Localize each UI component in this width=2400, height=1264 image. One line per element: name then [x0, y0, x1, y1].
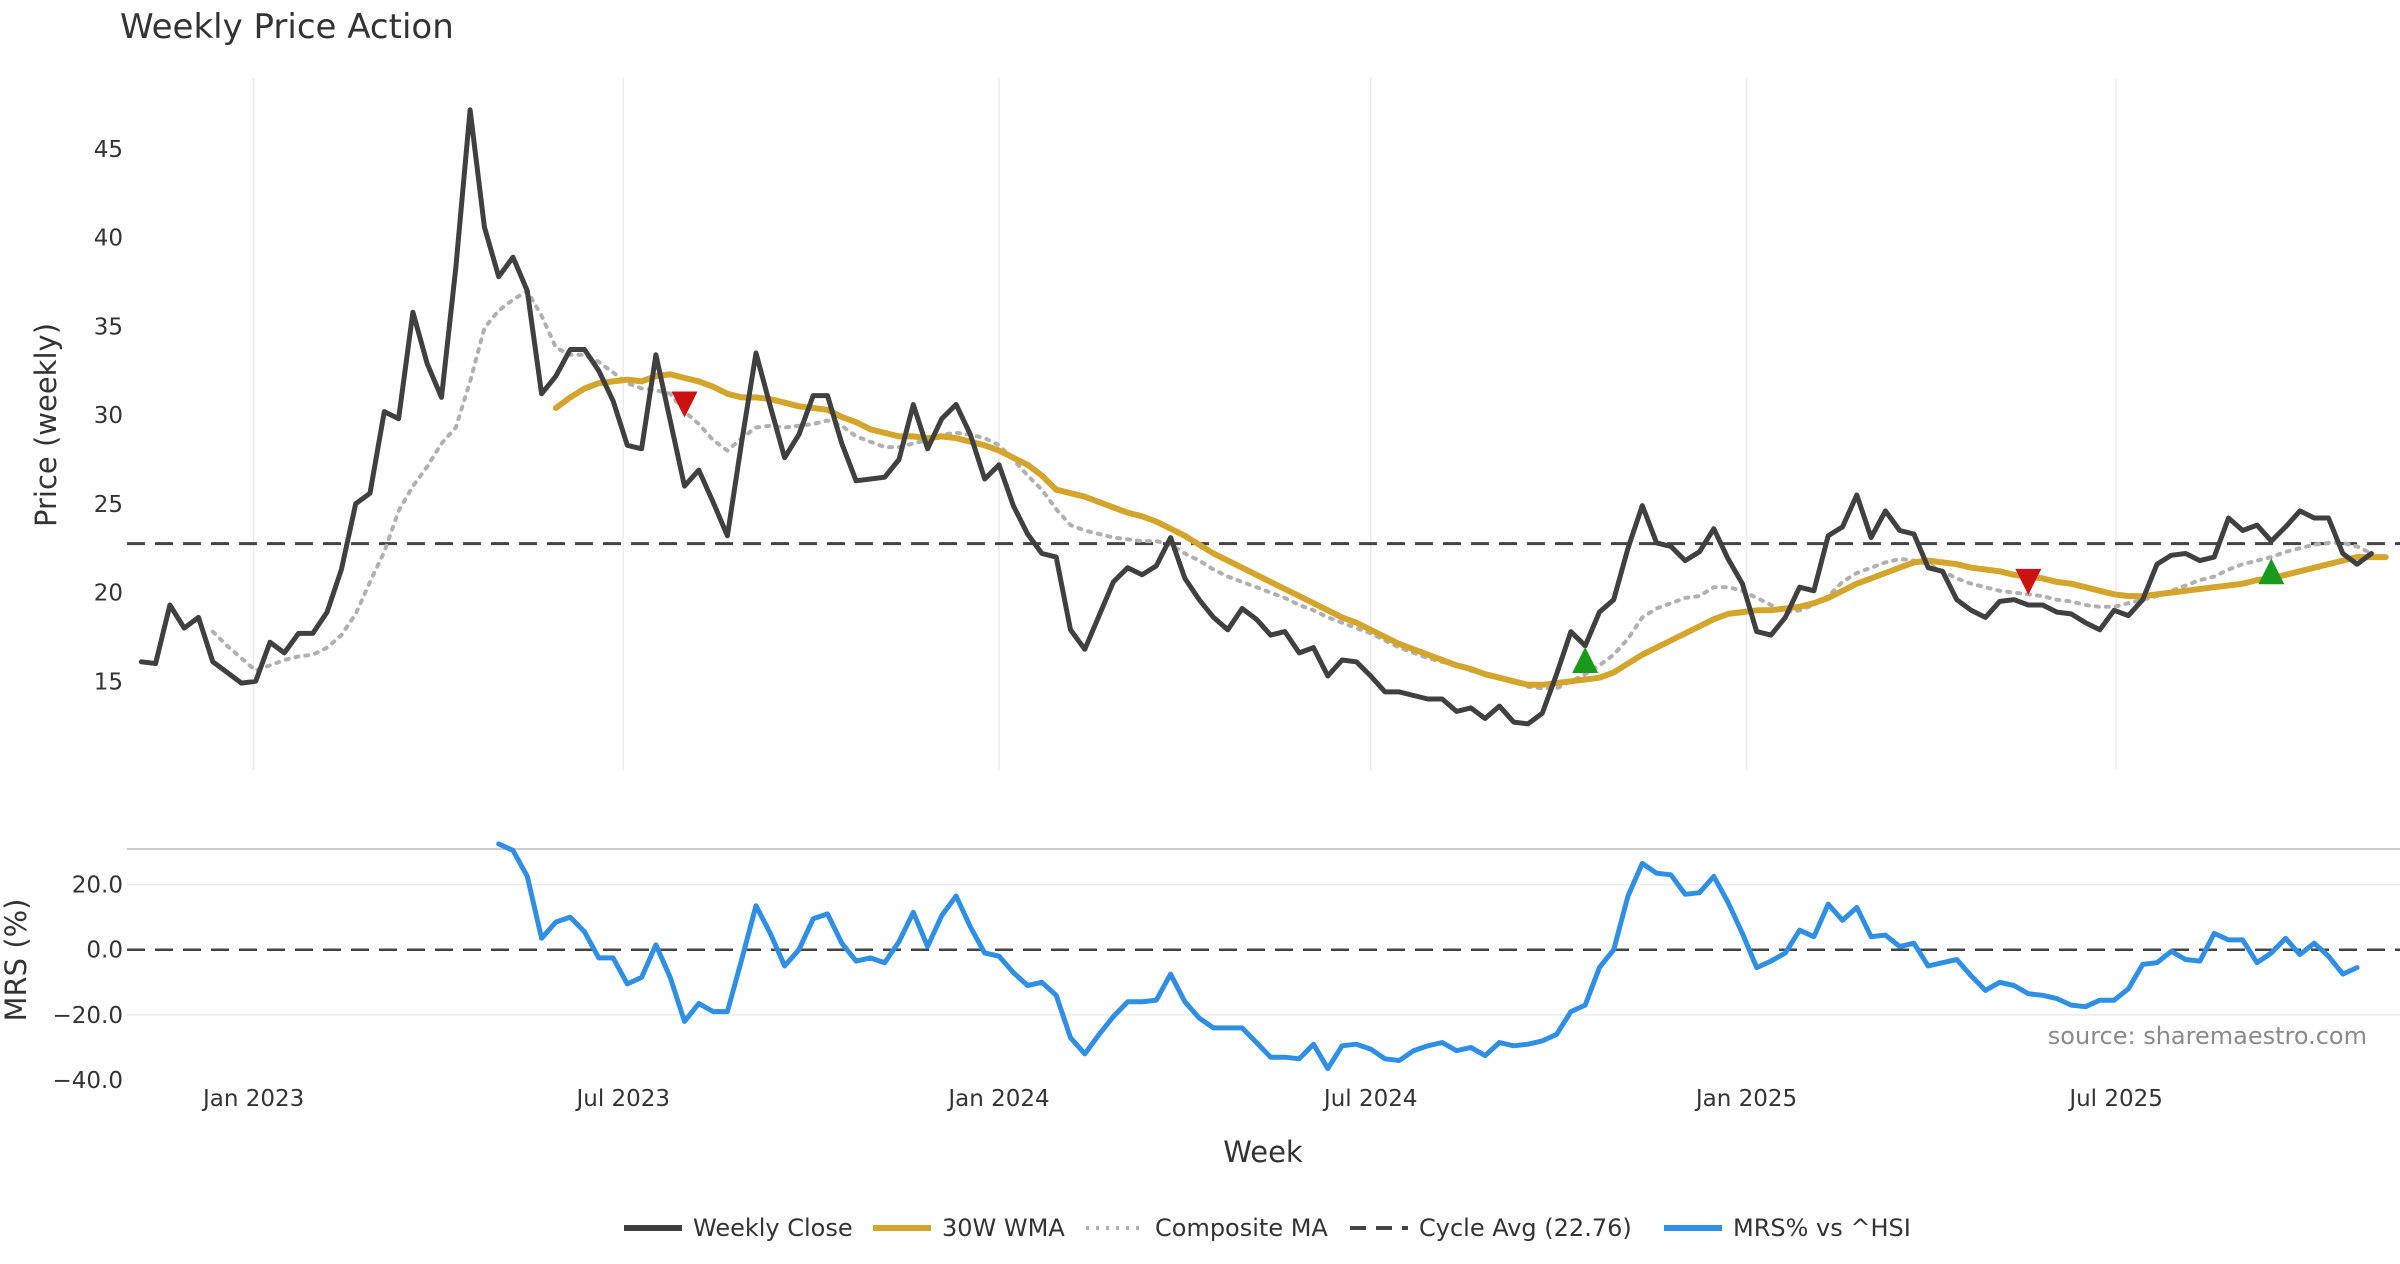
price-tick-label: 15 [94, 669, 123, 695]
chart-title: Weekly Price Action [120, 7, 454, 47]
buy-signal-marker [2258, 558, 2285, 585]
legend-label-weekly-close: Weekly Close [693, 1214, 853, 1242]
mrs-plot-series [496, 841, 2360, 1072]
sell-signal-marker [2015, 568, 2042, 595]
price-tick-label: 20 [94, 581, 123, 607]
mrs-tick-label: 20.0 [72, 873, 123, 899]
mrs-plot-grid [127, 883, 2400, 1016]
week-axis-title: Week [1223, 1135, 1303, 1169]
signal-markers [671, 391, 2285, 673]
main-plot-series [138, 107, 2389, 727]
x-tick-label: Jan 2024 [946, 1086, 1049, 1112]
legend-label-composite-ma: Composite MA [1155, 1214, 1328, 1242]
main-plot-grid [252, 78, 2117, 770]
composite-ma-line [210, 288, 2374, 691]
week-axis-ticks: Jan 2023 Jul 2023 Jan 2024 Jul 2024 Jan 2025… [201, 1086, 2163, 1112]
x-tick-label: Jul 2023 [574, 1086, 670, 1112]
mrs-tick-label: 0.0 [86, 938, 123, 964]
sell-signal-marker [671, 391, 698, 418]
buy-signal-marker [1572, 646, 1599, 673]
x-tick-label: Jan 2023 [201, 1086, 304, 1112]
price-tick-label: 35 [94, 314, 123, 340]
weekly-close-line [138, 107, 2374, 727]
legend-label-30w-wma: 30W WMA [942, 1214, 1065, 1242]
mrs-line [496, 841, 2360, 1072]
price-tick-label: 40 [94, 226, 123, 252]
legend-label-cycle-avg-22-76: Cycle Avg (22.76) [1419, 1214, 1632, 1242]
x-tick-label: Jul 2025 [2067, 1086, 2163, 1112]
source-note: source: sharemaestro.com [2048, 1022, 2367, 1050]
mrs-axis-title: MRS (%) [0, 899, 33, 1022]
mrs-axis-ticks: 20.0 0.0 −20.0 −40.0 [53, 873, 123, 1094]
price-tick-label: 30 [94, 403, 123, 429]
price-tick-label: 25 [94, 492, 123, 518]
x-tick-label: Jan 2025 [1694, 1086, 1797, 1112]
price-axis-title: Price (weekly) [29, 323, 63, 527]
x-tick-label: Jul 2024 [1322, 1086, 1418, 1112]
chart-legend: Weekly Close 30W WMA Composite MA Cycle Avg… [624, 1214, 1911, 1242]
price-axis-ticks: 15 20 25 30 35 40 45 [94, 137, 123, 695]
legend-label-mrs-vs-hsi: MRS% vs ^HSI [1733, 1214, 1911, 1242]
30w-wma-line [552, 371, 2389, 688]
mrs-tick-label: −40.0 [53, 1068, 123, 1094]
price-tick-label: 45 [94, 137, 123, 163]
mrs-tick-label: −20.0 [53, 1003, 123, 1029]
